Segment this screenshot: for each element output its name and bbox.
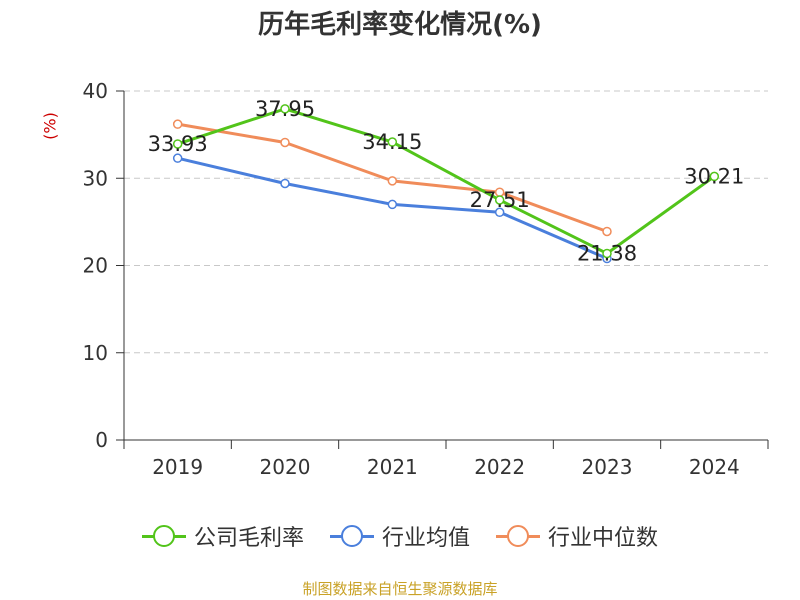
x-tick-label: 2023 <box>582 455 633 479</box>
data-point <box>387 199 398 210</box>
y-tick-label: 20 <box>83 254 108 278</box>
data-point <box>172 153 183 163</box>
data-point <box>709 171 720 182</box>
y-tick-label: 40 <box>83 79 108 103</box>
legend-label: 行业均值 <box>381 526 470 551</box>
x-tick-label: 2024 <box>689 455 740 479</box>
data-label: 33.93 <box>148 132 208 156</box>
data-label: 30.21 <box>684 164 744 188</box>
data-point <box>602 226 612 237</box>
legend-item-industry-mean[interactable]: 行业均值 <box>329 520 470 552</box>
data-point <box>387 137 398 147</box>
x-tick-label: 2021 <box>367 455 418 479</box>
data-point <box>494 207 505 218</box>
legend-item-company[interactable]: 公司毛利率 <box>141 520 304 552</box>
x-tick-label: 2020 <box>260 455 311 479</box>
data-label: 34.15 <box>362 130 422 154</box>
legend-marker-icon <box>141 524 186 548</box>
data-point <box>494 195 505 205</box>
y-tick-label: 30 <box>83 166 108 190</box>
data-label: 27.51 <box>470 188 530 212</box>
x-tick-label: 2019 <box>152 455 203 479</box>
series-line <box>177 107 716 255</box>
data-label: 37.95 <box>255 97 315 121</box>
data-point <box>172 119 183 129</box>
legend-marker-icon <box>496 524 540 548</box>
legend-item-industry-median[interactable]: 行业中位数 <box>496 520 658 552</box>
x-tick-label: 2022 <box>474 455 525 479</box>
data-point <box>280 104 290 114</box>
data-label: 21.38 <box>577 241 637 265</box>
data-source-note: 制图数据来自恒生聚源数据库 <box>302 580 498 598</box>
data-point <box>280 137 290 148</box>
legend-marker-icon <box>329 524 374 548</box>
data-point <box>280 178 290 189</box>
data-point <box>172 139 183 149</box>
y-tick-label: 10 <box>83 341 108 365</box>
legend-label: 公司毛利率 <box>193 526 304 551</box>
chart-title: 历年毛利率变化情况(%) <box>258 10 542 40</box>
chart-legend: 公司毛利率 行业均值 行业中位数 <box>0 520 800 552</box>
y-tick-label: 0 <box>95 428 108 452</box>
data-point <box>387 176 398 186</box>
legend-label: 行业中位数 <box>548 526 659 551</box>
data-point <box>602 248 612 259</box>
